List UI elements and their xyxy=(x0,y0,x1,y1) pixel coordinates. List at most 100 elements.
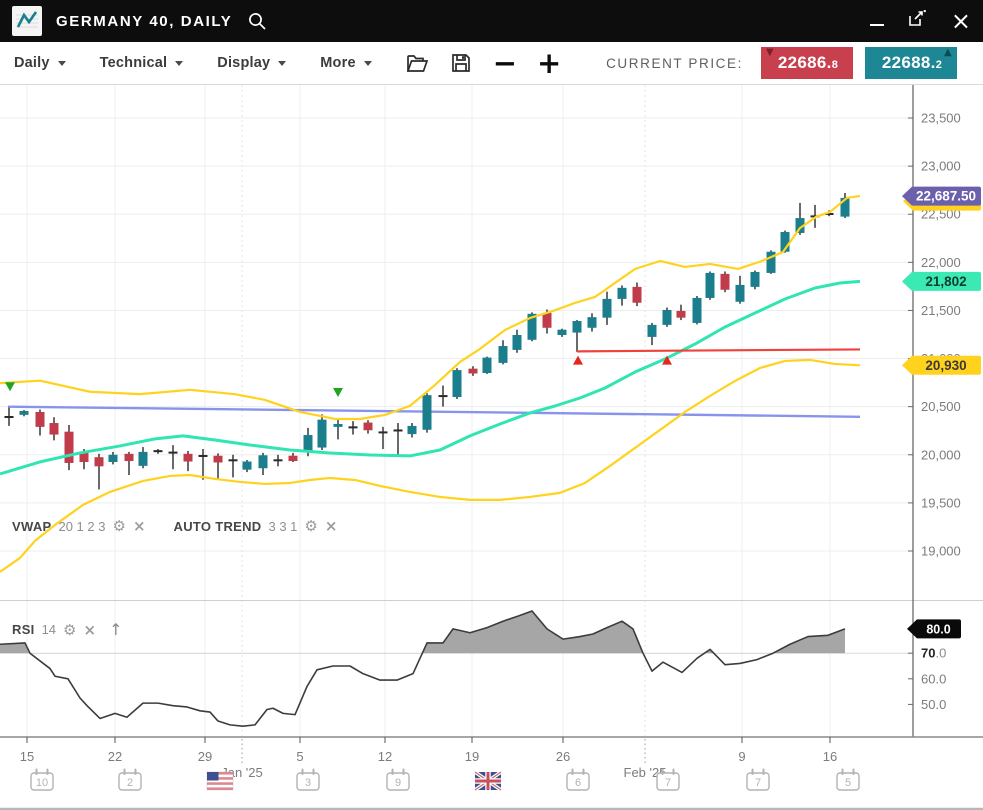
buy-signal-icon xyxy=(573,355,583,365)
calendar-event-icon[interactable]: 5 xyxy=(836,768,860,791)
gear-icon[interactable]: ⚙ xyxy=(112,517,126,535)
candle xyxy=(19,410,29,417)
main-chart-indicator-labels: VWAP 20 1 2 3 ⚙ × AUTO TREND 3 3 1 ⚙ × xyxy=(12,517,337,535)
ask-price-badge[interactable]: 22688.2 ▲ xyxy=(865,47,957,79)
price-tick-label: 19,000 xyxy=(921,544,961,559)
window-titlebar: GERMANY 40, DAILY × xyxy=(0,0,983,42)
menu-technical[interactable]: Technical xyxy=(100,55,184,71)
svg-text:7: 7 xyxy=(755,777,761,789)
menu-display[interactable]: Display xyxy=(217,55,287,71)
minimize-button[interactable] xyxy=(869,24,884,26)
candle xyxy=(482,356,492,374)
candle xyxy=(288,452,298,462)
calendar-event-icon[interactable]: 10 xyxy=(30,768,54,791)
auto-trend-indicator-label: AUTO TREND xyxy=(173,518,262,534)
search-icon[interactable] xyxy=(248,12,267,31)
gear-icon[interactable]: ⚙ xyxy=(304,517,318,535)
svg-text:3: 3 xyxy=(305,777,311,789)
candle xyxy=(602,291,612,325)
candle xyxy=(242,460,252,473)
candle xyxy=(35,409,45,436)
ask-value: 22688.2 xyxy=(881,53,943,72)
flag-us-icon[interactable] xyxy=(206,771,234,791)
vwap-indicator-label: VWAP xyxy=(12,518,52,534)
zoom-out-button[interactable]: − xyxy=(492,46,518,80)
close-icon[interactable]: × xyxy=(83,620,97,639)
calendar-event-icon[interactable]: 7 xyxy=(746,768,770,791)
resistance-line xyxy=(576,348,861,353)
candle xyxy=(705,271,715,300)
candle xyxy=(676,304,686,321)
svg-text:22,687.50: 22,687.50 xyxy=(916,189,976,204)
candle xyxy=(4,407,14,426)
svg-text:21,802: 21,802 xyxy=(925,274,966,289)
price-axis: 23,50023,00022,50022,00021,50021,00020,5… xyxy=(908,85,961,737)
chart-area[interactable]: 23,50023,00022,50022,00021,50021,00020,5… xyxy=(0,85,983,810)
svg-text:5: 5 xyxy=(845,777,851,789)
menu-more[interactable]: More xyxy=(320,55,372,71)
calendar-event-icon[interactable]: 7 xyxy=(656,768,680,791)
gear-icon[interactable]: ⚙ xyxy=(63,620,77,639)
candle xyxy=(168,445,178,470)
candle xyxy=(468,366,478,376)
vwap-indicator-params: 20 1 2 3 xyxy=(58,518,106,534)
chevron-down-icon xyxy=(278,60,287,66)
price-tick-label: 20,500 xyxy=(921,399,961,414)
calendar-event-icon[interactable]: 6 xyxy=(566,768,590,791)
close-icon[interactable]: × xyxy=(324,517,338,535)
date-tick-label: 16 xyxy=(823,749,837,764)
chart-canvas[interactable]: 23,50023,00022,50022,00021,50021,00020,5… xyxy=(0,85,983,810)
candlestick-series xyxy=(4,192,850,490)
candle xyxy=(512,329,522,353)
candle xyxy=(452,368,462,399)
close-icon[interactable]: × xyxy=(132,517,146,535)
rsi-indicator-labels: RSI 14 ⚙ × ↑ xyxy=(12,620,122,639)
candle xyxy=(557,328,567,337)
bid-price-badge[interactable]: ▼ 22686.8 xyxy=(761,47,853,79)
rsi-overbought-fill xyxy=(0,610,845,654)
price-tick-label: 19,500 xyxy=(921,495,961,510)
bid-value: 22686.8 xyxy=(777,53,839,72)
candle xyxy=(498,340,508,365)
price-tick-label: 21,500 xyxy=(921,303,961,318)
date-tick-label: 15 xyxy=(20,749,34,764)
candle xyxy=(49,417,59,441)
calendar-event-icon[interactable]: 3 xyxy=(296,768,320,791)
candle xyxy=(228,454,238,478)
rsi-line xyxy=(0,610,846,727)
candle xyxy=(572,320,582,352)
vwap-middle-line xyxy=(0,279,861,476)
candle xyxy=(198,449,208,480)
chevron-down-icon xyxy=(175,60,184,66)
auto-trend-indicator-params: 3 3 1 xyxy=(268,518,298,534)
calendar-event-icon[interactable]: 2 xyxy=(118,768,142,791)
svg-text:80.0: 80.0 xyxy=(926,622,950,636)
popout-button[interactable] xyxy=(908,9,927,33)
zoom-in-button[interactable]: + xyxy=(537,46,562,80)
candle xyxy=(317,414,327,450)
candle xyxy=(422,393,432,433)
candle xyxy=(348,421,358,435)
svg-text:2: 2 xyxy=(127,777,133,789)
save-template-button[interactable] xyxy=(451,53,471,73)
close-button[interactable]: × xyxy=(950,7,971,35)
candle xyxy=(587,313,597,332)
candle xyxy=(108,451,118,465)
month-tick-label: Feb '25 xyxy=(624,765,667,780)
candle xyxy=(94,453,104,490)
candle xyxy=(407,423,417,438)
svg-text:20,930: 20,930 xyxy=(925,358,966,373)
buy-signal-icon xyxy=(662,355,672,365)
menu-timeframe[interactable]: Daily xyxy=(14,55,66,71)
svg-text:9: 9 xyxy=(395,777,401,789)
move-up-icon[interactable]: ↑ xyxy=(109,620,123,639)
candle xyxy=(766,250,776,274)
rsi-indicator-params: 14 xyxy=(41,622,57,637)
flag-gb-icon[interactable] xyxy=(473,770,503,792)
calendar-event-icon[interactable]: 9 xyxy=(386,768,410,791)
candle xyxy=(795,202,805,235)
candle xyxy=(720,271,730,293)
open-template-button[interactable] xyxy=(406,54,429,73)
rsi-tick-label: 50.0 xyxy=(921,697,946,712)
